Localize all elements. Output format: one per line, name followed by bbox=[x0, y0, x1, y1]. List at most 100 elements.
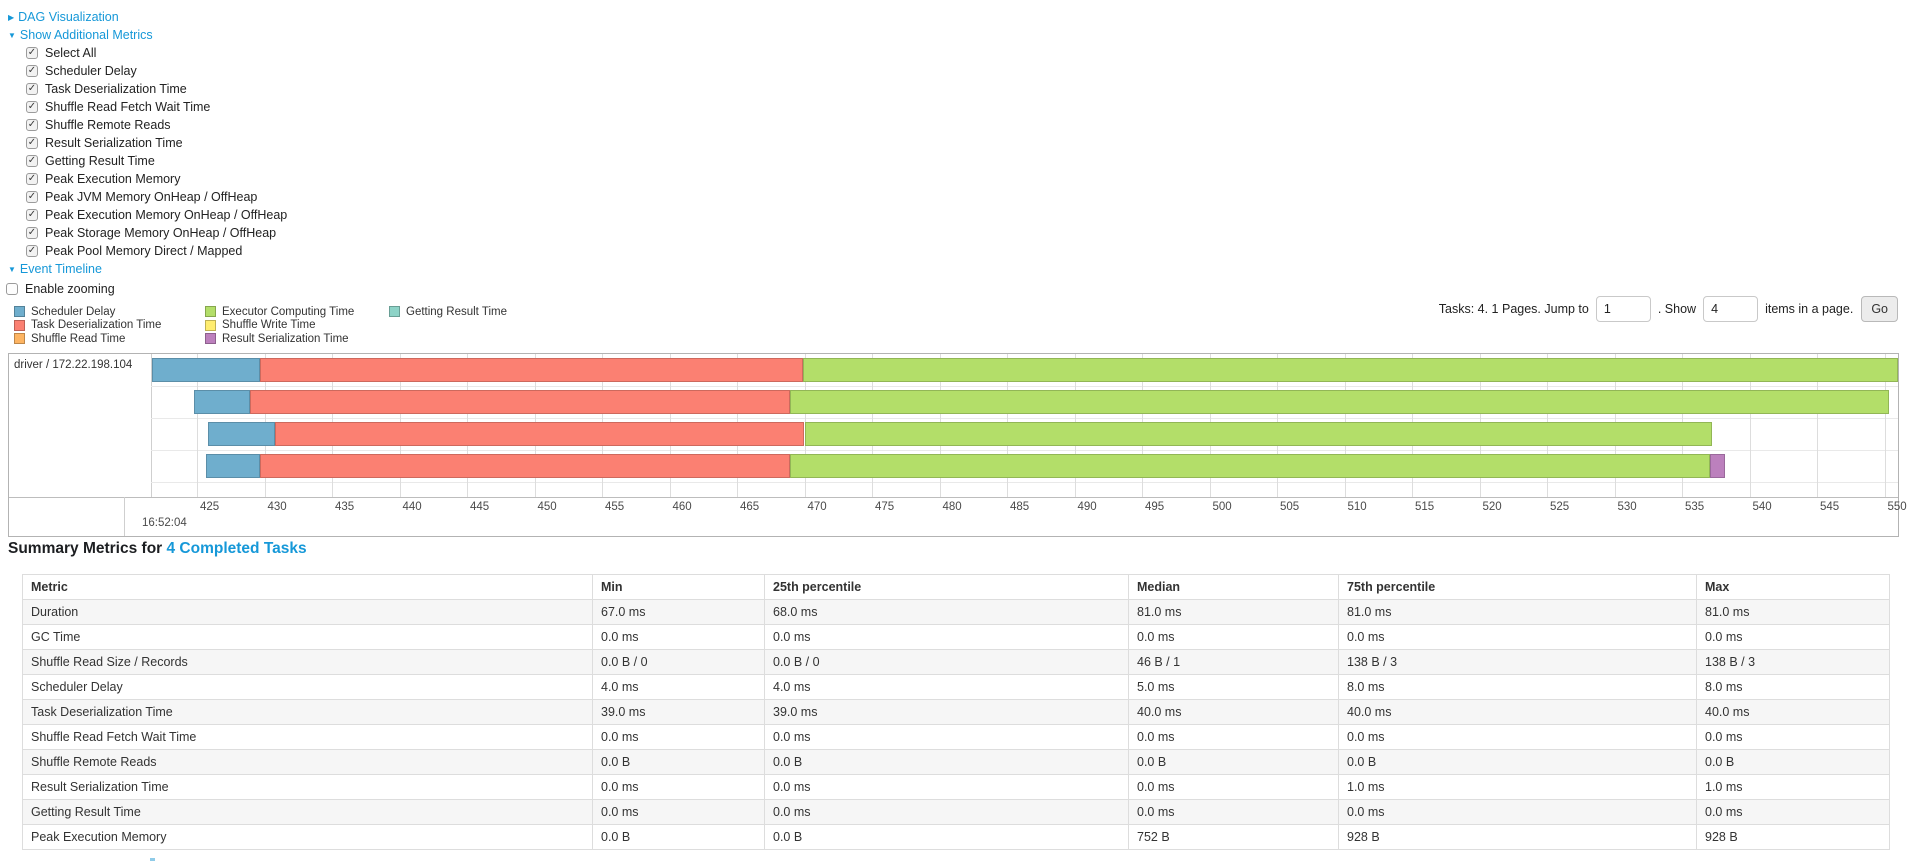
axis-tick-label: 490 bbox=[1077, 501, 1097, 513]
summary-metric-value: 0.0 ms bbox=[764, 624, 1129, 650]
summary-metrics-heading: Summary Metrics for 4 Completed Tasks bbox=[8, 540, 307, 558]
axis-tick-label: 545 bbox=[1820, 501, 1840, 513]
summary-metric-name: Shuffle Read Size / Records bbox=[22, 649, 593, 675]
metric-checkbox[interactable]: ✓ bbox=[26, 209, 38, 221]
metric-checkbox-label: Shuffle Read Fetch Wait Time bbox=[45, 100, 211, 114]
metric-checkbox-label: Peak Execution Memory OnHeap / OffHeap bbox=[45, 208, 288, 222]
metric-checkbox-row: ✓ Peak Execution Memory bbox=[26, 170, 287, 188]
axis-tick-label: 450 bbox=[537, 501, 557, 513]
axis-gridline bbox=[1884, 354, 1886, 497]
metric-checkbox[interactable]: ✓ bbox=[26, 83, 38, 95]
summary-metric-value: 0.0 ms bbox=[592, 624, 765, 650]
summary-metric-name: Getting Result Time bbox=[22, 799, 593, 825]
metric-checkbox[interactable]: ✓ bbox=[26, 227, 38, 239]
executor-label: driver / 172.22.198.104 bbox=[14, 359, 133, 371]
dag-visualization-toggle[interactable]: ▶ DAG Visualization bbox=[8, 10, 119, 24]
legend-item-label: Scheduler Delay bbox=[31, 305, 116, 318]
summary-column-header: 25th percentile bbox=[764, 574, 1129, 600]
summary-metric-value: 81.0 ms bbox=[1128, 599, 1339, 625]
task-bar-scheduler-delay[interactable] bbox=[206, 454, 261, 478]
summary-metric-value: 0.0 ms bbox=[592, 724, 765, 750]
axis-gridline bbox=[1749, 354, 1751, 497]
summary-metric-value: 0.0 B / 0 bbox=[764, 649, 1129, 675]
task-bar-executor-computing[interactable] bbox=[803, 358, 1898, 382]
summary-metric-value: 81.0 ms bbox=[1696, 599, 1890, 625]
timeline-legend: Scheduler Delay Task Deserialization Time… bbox=[14, 305, 574, 350]
metric-checkbox[interactable]: ✓ bbox=[26, 137, 38, 149]
lane-separator-line bbox=[151, 450, 1898, 451]
summary-metric-name: Scheduler Delay bbox=[22, 674, 593, 700]
metric-checkbox-label: Scheduler Delay bbox=[45, 64, 137, 78]
tasks-count-text: Tasks: 4. 1 Pages. Jump to bbox=[1438, 302, 1589, 316]
axis-major-time-label: 16:52:04 bbox=[142, 517, 187, 529]
task-bar-task-deserialization[interactable] bbox=[260, 358, 804, 382]
legend-item: Shuffle Read Time bbox=[14, 332, 125, 345]
event-timeline-label: Event Timeline bbox=[19, 262, 102, 276]
summary-table-row: Duration 67.0 ms 68.0 ms 81.0 ms 81.0 ms 81.0… bbox=[22, 599, 1890, 625]
axis-tick-label: 485 bbox=[1010, 501, 1030, 513]
summary-column-header: Min bbox=[592, 574, 765, 600]
summary-metric-name: Shuffle Remote Reads bbox=[22, 749, 593, 775]
task-bar-result-serialization[interactable] bbox=[1710, 454, 1726, 478]
completed-tasks-link[interactable]: 4 Completed Tasks bbox=[166, 540, 307, 557]
metric-checkbox-label: Shuffle Remote Reads bbox=[45, 118, 171, 132]
task-bar-scheduler-delay[interactable] bbox=[207, 422, 276, 446]
summary-metric-value: 928 B bbox=[1696, 824, 1890, 850]
summary-table-row: Shuffle Read Fetch Wait Time 0.0 ms 0.0 ms… bbox=[22, 724, 1890, 750]
summary-metric-value: 0.0 ms bbox=[1338, 799, 1697, 825]
summary-metric-value: 40.0 ms bbox=[1338, 699, 1697, 725]
task-bar-executor-computing[interactable] bbox=[789, 454, 1711, 478]
legend-color-swatch bbox=[14, 306, 25, 317]
summary-metric-value: 39.0 ms bbox=[592, 699, 765, 725]
task-bar-task-deserialization[interactable] bbox=[275, 422, 805, 446]
show-additional-metrics-toggle[interactable]: ▼ Show Additional Metrics bbox=[8, 28, 153, 42]
enable-zooming-checkbox[interactable] bbox=[6, 283, 18, 295]
task-bar-task-deserialization[interactable] bbox=[260, 454, 790, 478]
metric-checkbox[interactable]: ✓ bbox=[26, 47, 38, 59]
axis-tick-label: 520 bbox=[1482, 501, 1502, 513]
metric-checkbox[interactable]: ✓ bbox=[26, 65, 38, 77]
metric-checkbox[interactable]: ✓ bbox=[26, 101, 38, 113]
metric-checkbox-row: ✓ Select All bbox=[26, 44, 287, 62]
metric-checkbox[interactable]: ✓ bbox=[26, 155, 38, 167]
enable-zooming-label: Enable zooming bbox=[25, 282, 115, 296]
axis-tick-label: 475 bbox=[875, 501, 895, 513]
summary-metric-value: 0.0 B bbox=[1338, 749, 1697, 775]
task-bar-scheduler-delay[interactable] bbox=[194, 390, 250, 414]
summary-table-row: Getting Result Time 0.0 ms 0.0 ms 0.0 ms 0.0… bbox=[22, 799, 1890, 825]
metric-checkbox-row: ✓ Shuffle Read Fetch Wait Time bbox=[26, 98, 287, 116]
label-column-divider bbox=[151, 354, 152, 497]
summary-metric-name: GC Time bbox=[22, 624, 593, 650]
summary-metric-value: 0.0 ms bbox=[1696, 624, 1890, 650]
legend-color-swatch bbox=[14, 319, 25, 331]
summary-metric-value: 4.0 ms bbox=[592, 674, 765, 700]
task-bar-executor-computing[interactable] bbox=[804, 422, 1712, 446]
jump-to-page-input[interactable] bbox=[1595, 296, 1651, 322]
legend-item: Getting Result Time bbox=[389, 305, 507, 318]
summary-metric-value: 0.0 B bbox=[592, 749, 765, 775]
metric-checkbox[interactable]: ✓ bbox=[26, 245, 38, 257]
summary-metric-value: 138 B / 3 bbox=[1696, 649, 1890, 675]
summary-metric-name: Duration bbox=[22, 599, 593, 625]
metric-checkbox[interactable]: ✓ bbox=[26, 119, 38, 131]
task-bar-task-deserialization[interactable] bbox=[249, 390, 790, 414]
task-bar-scheduler-delay[interactable] bbox=[152, 358, 261, 382]
summary-metric-value: 67.0 ms bbox=[592, 599, 765, 625]
go-button[interactable]: Go bbox=[1861, 296, 1898, 322]
axis-tick-label: 430 bbox=[267, 501, 287, 513]
task-bar-executor-computing[interactable] bbox=[789, 390, 1889, 414]
event-timeline-toggle[interactable]: ▼ Event Timeline bbox=[8, 262, 102, 276]
metric-checkbox[interactable]: ✓ bbox=[26, 173, 38, 185]
metric-checkbox-label: Select All bbox=[45, 46, 97, 60]
legend-item-label: Executor Computing Time bbox=[222, 305, 355, 318]
summary-metric-value: 8.0 ms bbox=[1338, 674, 1697, 700]
metric-checkbox-label: Getting Result Time bbox=[45, 154, 155, 168]
summary-metric-value: 1.0 ms bbox=[1338, 774, 1697, 800]
metric-checkbox-row: ✓ Result Serialization Time bbox=[26, 134, 287, 152]
summary-metric-name: Shuffle Read Fetch Wait Time bbox=[22, 724, 593, 750]
items-per-page-input[interactable] bbox=[1703, 296, 1759, 322]
summary-metric-value: 0.0 ms bbox=[1338, 624, 1697, 650]
metric-checkbox[interactable]: ✓ bbox=[26, 191, 38, 203]
summary-metric-value: 0.0 B bbox=[592, 824, 765, 850]
lane-separator-line bbox=[151, 386, 1898, 387]
